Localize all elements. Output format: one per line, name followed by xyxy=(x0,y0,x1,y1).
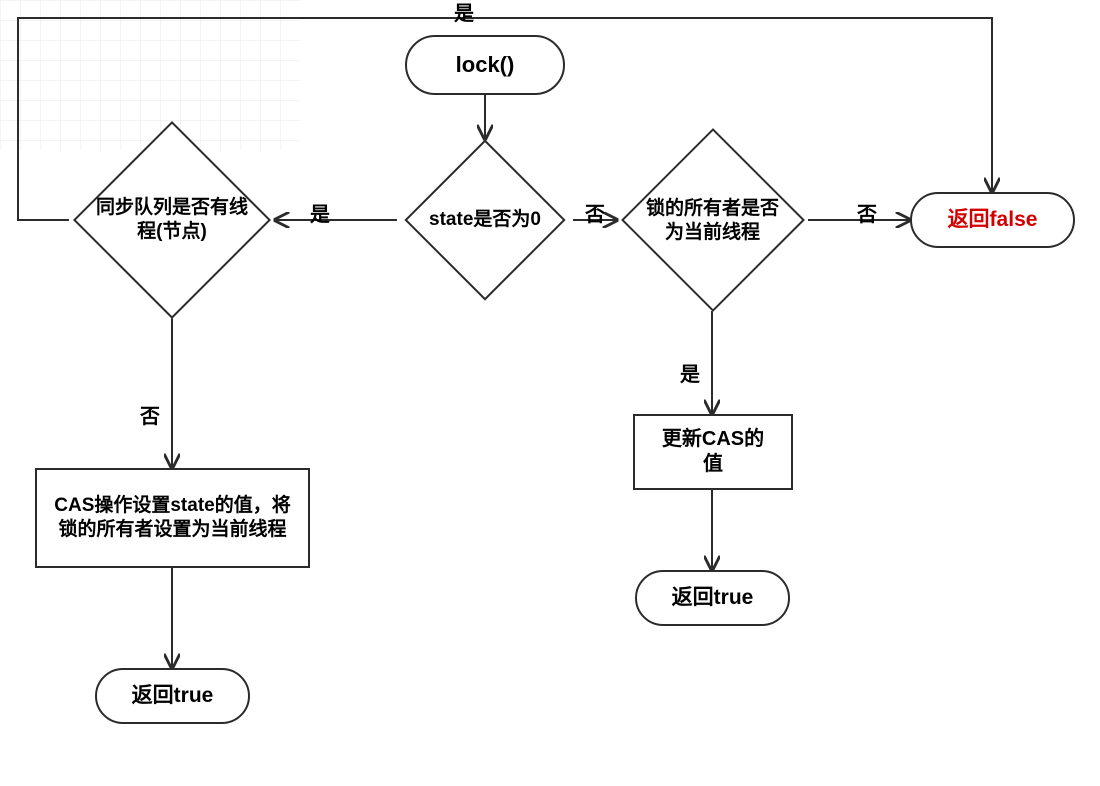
node-cas-set-state: CAS操作设置state的值，将锁的所有者设置为当前线程 xyxy=(35,468,310,568)
node-update-cas: 更新CAS的值 xyxy=(633,414,793,490)
node-queue-label: 同步队列是否有线程(节点) xyxy=(67,120,277,320)
node-lock-label: lock() xyxy=(456,51,515,79)
node-return-false-label: 返回false xyxy=(948,207,1038,233)
node-update-cas-label: 更新CAS的值 xyxy=(653,427,773,477)
node-return-true-left: 返回true xyxy=(95,668,250,724)
node-state-zero-label: state是否为0 xyxy=(395,135,575,305)
node-return-true-right-label: 返回true xyxy=(672,585,754,611)
node-state-zero: state是否为0 xyxy=(395,135,575,305)
node-cas-set-state-label: CAS操作设置state的值，将锁的所有者设置为当前线程 xyxy=(49,494,296,542)
node-queue-has-thread: 同步队列是否有线程(节点) xyxy=(67,120,277,320)
edge-label-state-yes: 是 xyxy=(310,198,330,227)
node-return-false: 返回false xyxy=(910,192,1075,248)
node-owner-label: 锁的所有者是否为当前线程 xyxy=(615,128,810,313)
node-return-true-left-label: 返回true xyxy=(132,683,214,709)
node-return-true-right: 返回true xyxy=(635,570,790,626)
edge-label-owner-no: 否 xyxy=(857,198,877,227)
edge-label-queue-yes-loop: 是 xyxy=(454,0,474,26)
edge-label-queue-no: 否 xyxy=(140,400,160,429)
node-lock: lock() xyxy=(405,35,565,95)
node-owner-is-current: 锁的所有者是否为当前线程 xyxy=(615,128,810,313)
edge-label-state-no: 否 xyxy=(585,198,605,227)
edge-label-owner-yes: 是 xyxy=(680,358,700,387)
flowchart-canvas: lock() state是否为0 同步队列是否有线程(节点) 锁的所有者是否为当… xyxy=(0,0,1100,786)
